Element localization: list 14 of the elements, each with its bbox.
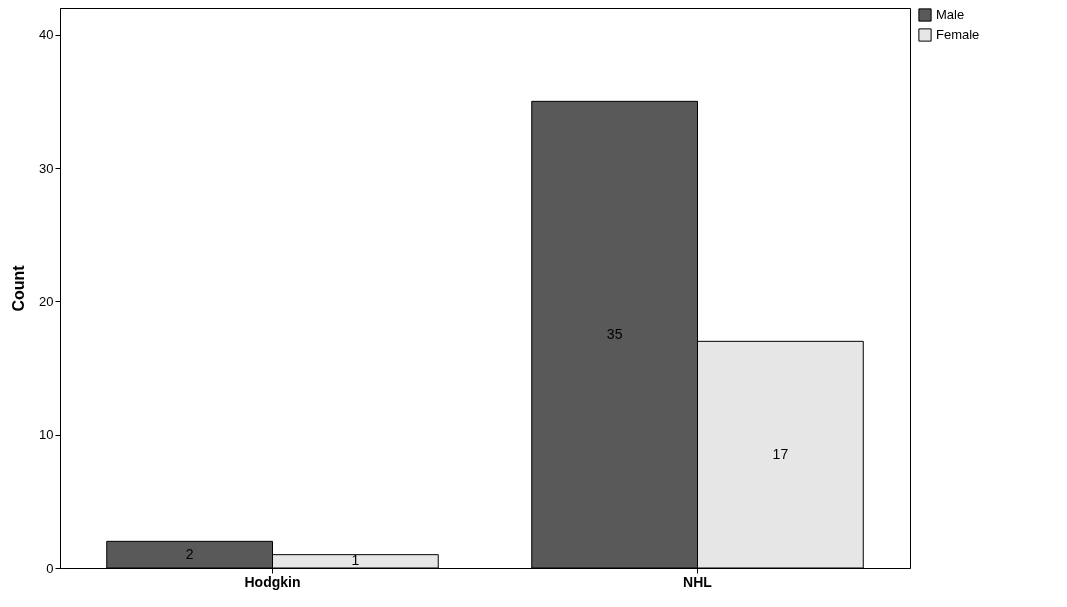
- legend-label: Male: [936, 7, 965, 22]
- data-label: 2: [185, 545, 194, 562]
- data-label: 35: [606, 325, 623, 342]
- data-label: 1: [351, 552, 360, 569]
- y-tick-label: 40: [39, 27, 54, 43]
- data-label: 17: [772, 445, 789, 462]
- y-tick-label: 0: [46, 560, 54, 576]
- y-tick-label: 10: [39, 427, 54, 443]
- x-tick-label: Hodgkin: [244, 573, 301, 590]
- legend-label: Female: [936, 27, 980, 42]
- y-tick-label: 30: [39, 160, 54, 176]
- x-tick-label: NHL: [683, 573, 713, 590]
- y-tick-label: 20: [39, 293, 54, 309]
- y-axis-title: Count: [10, 264, 28, 312]
